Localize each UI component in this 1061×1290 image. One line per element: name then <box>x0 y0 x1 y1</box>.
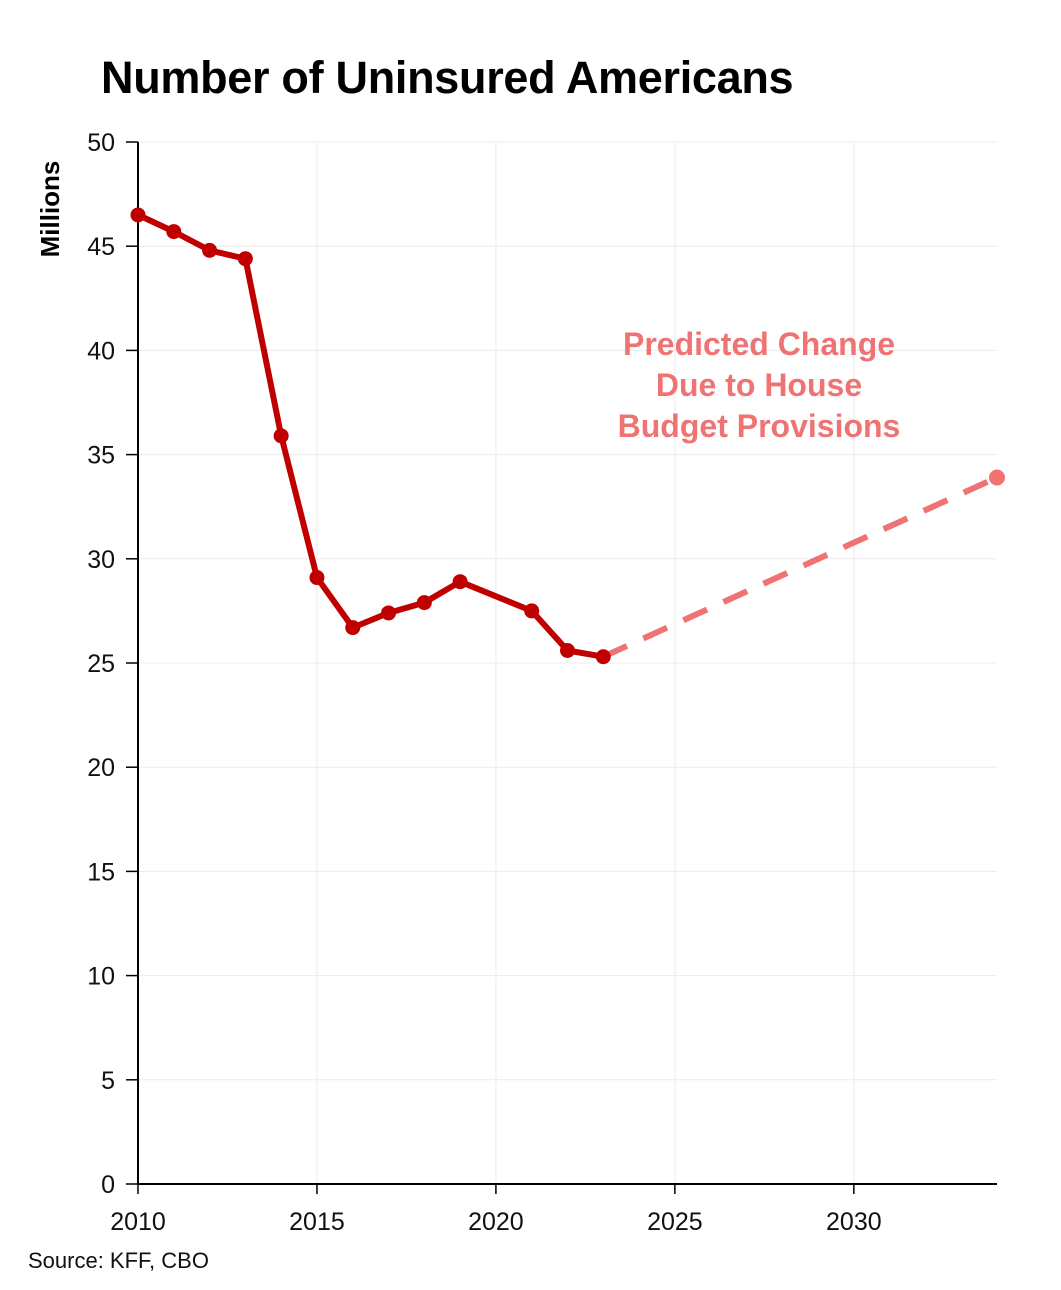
data-point <box>416 595 432 611</box>
data-point <box>273 428 289 444</box>
annotation-line: Budget Provisions <box>618 408 901 444</box>
data-point <box>524 603 540 619</box>
annotation-line: Predicted Change <box>623 326 895 362</box>
data-point <box>237 251 253 267</box>
y-tick-label: 45 <box>87 233 115 261</box>
annotation-line: Due to House <box>656 367 862 403</box>
predicted-data-point <box>989 469 1005 486</box>
predicted-series-line <box>602 474 999 660</box>
axes <box>126 141 997 1194</box>
gridlines <box>138 141 997 1184</box>
prediction-annotation: Predicted Change Due to House Budget Provi… <box>618 326 901 444</box>
x-tick-label: 2020 <box>468 1208 524 1236</box>
y-tick-label: 25 <box>87 650 115 678</box>
y-tick-label: 0 <box>101 1171 115 1199</box>
y-tick-label: 40 <box>87 337 115 365</box>
data-point <box>560 642 575 658</box>
historical-series-line <box>135 211 607 660</box>
x-tick-label: 2025 <box>647 1208 703 1236</box>
y-tick-label: 10 <box>87 963 115 991</box>
y-tick-label: 50 <box>87 129 115 157</box>
y-tick-label: 5 <box>101 1067 115 1095</box>
data-point <box>202 242 218 258</box>
data-point <box>452 574 468 590</box>
data-point <box>381 605 397 621</box>
y-tick-label: 35 <box>87 442 115 470</box>
x-tick-label: 2030 <box>826 1208 882 1236</box>
data-point <box>130 207 146 223</box>
chart-title: Number of Uninsured Americans <box>101 52 794 103</box>
y-tick-label: 20 <box>87 754 115 782</box>
data-point <box>309 570 325 586</box>
y-axis-label: Millions <box>35 161 65 258</box>
x-tick-label: 2015 <box>289 1208 345 1236</box>
source-note: Source: KFF, CBO <box>28 1248 209 1273</box>
data-points <box>130 207 1005 665</box>
y-tick-label: 30 <box>87 546 115 574</box>
data-point <box>345 620 361 636</box>
y-tick-label: 15 <box>87 858 115 886</box>
data-point <box>166 224 182 240</box>
data-point <box>595 649 611 665</box>
x-tick-label: 2010 <box>110 1208 166 1236</box>
